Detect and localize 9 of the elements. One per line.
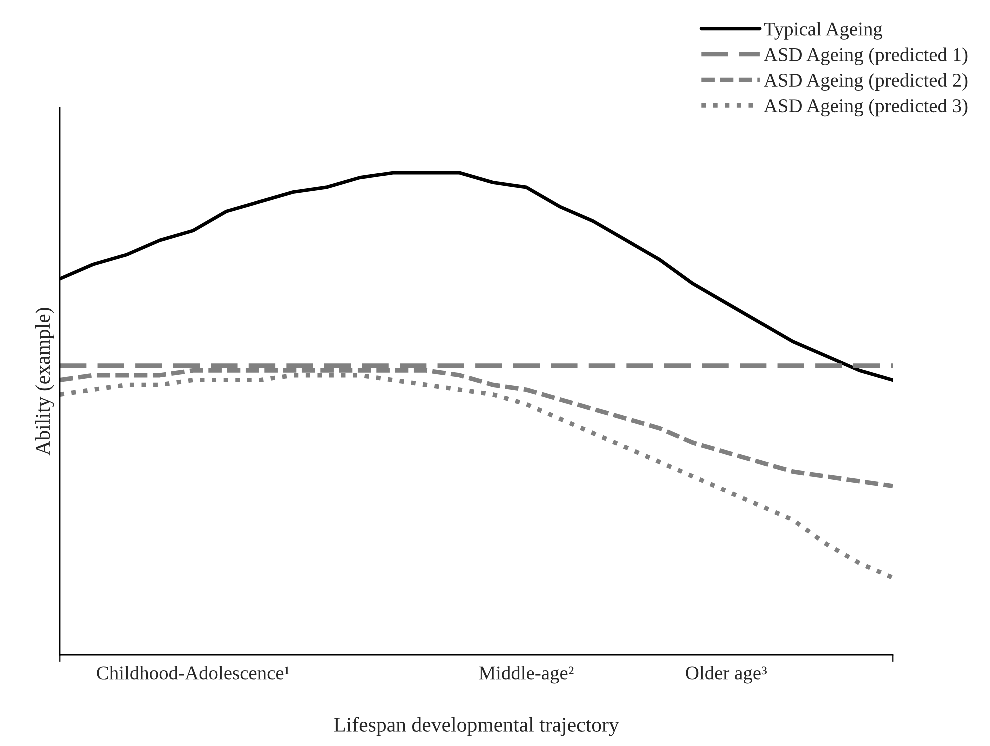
x-axis-title: Lifespan developmental trajectory bbox=[334, 717, 620, 736]
legend-label: ASD Ageing (predicted 1) bbox=[764, 48, 968, 66]
x-tick-label: Childhood-Adolescence¹ bbox=[97, 666, 290, 680]
x-tick-label: Middle-age² bbox=[479, 666, 574, 684]
legend-label: ASD Ageing (predicted 3) bbox=[764, 98, 968, 117]
x-tick-label: Older age³ bbox=[686, 666, 767, 684]
y-axis-title: Ability (example) bbox=[35, 308, 54, 456]
legend-label: Typical Ageing bbox=[764, 22, 883, 40]
legend-label: ASD Ageing (predicted 2) bbox=[764, 73, 968, 92]
